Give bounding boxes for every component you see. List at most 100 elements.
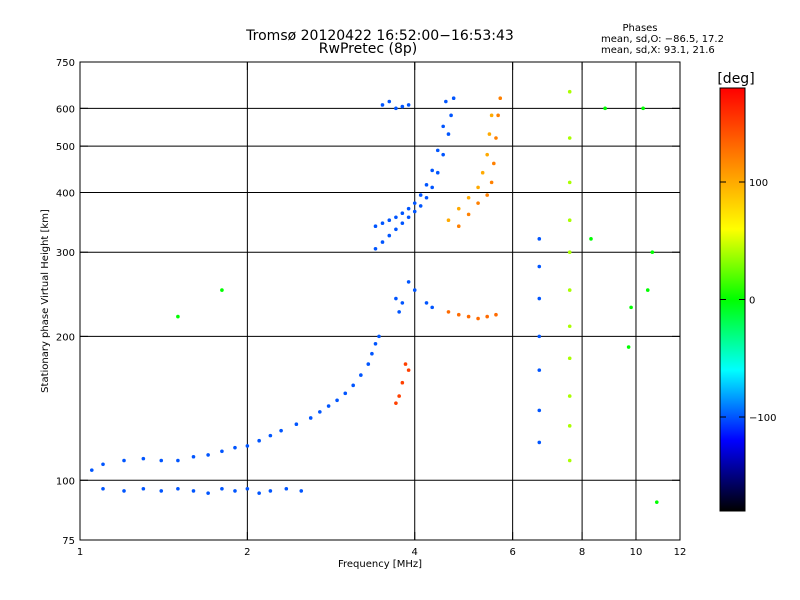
- data-point: [537, 368, 542, 372]
- data-point: [654, 500, 659, 504]
- data-point: [430, 305, 434, 310]
- data-point: [220, 288, 224, 292]
- data-point: [567, 89, 572, 94]
- data-point: [406, 103, 411, 107]
- data-points: [89, 89, 659, 504]
- data-point: [641, 106, 645, 111]
- data-point: [435, 170, 440, 175]
- data-point: [589, 237, 593, 241]
- y-tick-label: 500: [56, 142, 75, 153]
- y-axis-ticks: 75 100 200 300 400 500 600 750: [56, 58, 680, 547]
- data-point: [567, 250, 572, 255]
- data-point: [400, 301, 405, 305]
- data-point: [418, 204, 423, 208]
- y-tick-label: 300: [56, 248, 75, 259]
- data-point: [397, 310, 401, 314]
- data-point: [567, 136, 572, 140]
- data-point: [380, 103, 385, 107]
- data-point: [122, 458, 126, 463]
- data-point: [191, 454, 196, 459]
- data-point: [451, 96, 456, 100]
- colorbar-ticks: 100 0 −100: [720, 178, 776, 424]
- data-point: [485, 193, 489, 197]
- data-point: [233, 445, 237, 450]
- data-point: [245, 444, 250, 448]
- data-point: [424, 183, 429, 187]
- phase-stats-o: mean, sd,O: −86.5, 17.2: [601, 34, 724, 45]
- data-point: [141, 486, 146, 491]
- data-point: [380, 240, 385, 244]
- y-tick-label: 200: [56, 332, 75, 343]
- data-point: [449, 113, 453, 118]
- data-point: [567, 458, 572, 463]
- data-point: [279, 428, 283, 433]
- data-point: [394, 215, 398, 220]
- data-point: [406, 280, 411, 284]
- data-point: [567, 218, 572, 223]
- data-point: [418, 193, 423, 197]
- phase-stats-title: Phases: [622, 23, 657, 34]
- data-point: [380, 221, 385, 226]
- data-point: [122, 489, 126, 493]
- data-point: [466, 314, 471, 319]
- data-point: [430, 168, 434, 173]
- data-point: [394, 296, 398, 301]
- data-point: [308, 416, 313, 420]
- data-point: [412, 201, 417, 205]
- data-point: [498, 96, 503, 100]
- y-tick-label: 600: [56, 104, 75, 115]
- x-tick-label: 12: [674, 547, 687, 558]
- data-point: [373, 224, 378, 229]
- chart-title: Tromsø 20120422 16:52:00−16:53:43: [245, 28, 514, 44]
- x-tick-label: 10: [630, 547, 643, 558]
- data-point: [424, 301, 429, 305]
- data-point: [206, 453, 210, 457]
- data-point: [220, 486, 224, 491]
- data-point: [424, 195, 429, 200]
- y-tick-label: 400: [56, 188, 75, 199]
- data-point: [406, 206, 411, 211]
- data-point: [394, 401, 398, 405]
- data-point: [567, 180, 572, 185]
- data-point: [476, 316, 480, 321]
- data-point: [567, 424, 572, 428]
- data-point: [206, 491, 210, 495]
- data-point: [377, 334, 381, 339]
- data-point: [441, 152, 445, 157]
- data-point: [176, 458, 180, 463]
- data-point: [496, 113, 500, 118]
- phase-stats-x: mean, sd,X: 93.1, 21.6: [601, 45, 715, 56]
- data-point: [268, 433, 273, 438]
- data-point: [456, 312, 461, 317]
- data-point: [492, 161, 496, 166]
- data-point: [257, 438, 261, 443]
- data-point: [406, 215, 411, 220]
- colorbar-tick-label: 100: [749, 178, 768, 189]
- data-point: [400, 380, 405, 385]
- data-point: [326, 404, 331, 408]
- data-point: [284, 486, 289, 491]
- data-point: [537, 264, 542, 269]
- data-point: [446, 218, 451, 223]
- y-tick-label: 750: [56, 58, 75, 69]
- data-point: [626, 345, 631, 349]
- data-point: [441, 124, 445, 129]
- data-point: [476, 185, 480, 190]
- x-axis-label: Frequency [MHz]: [338, 559, 422, 570]
- y-tick-label: 100: [56, 476, 75, 487]
- data-point: [387, 233, 392, 238]
- data-point: [537, 440, 542, 445]
- data-point: [335, 398, 339, 403]
- data-point: [394, 227, 398, 232]
- data-point: [446, 132, 451, 136]
- colorbar-label: [deg]: [717, 71, 754, 87]
- data-point: [494, 136, 498, 140]
- x-tick-label: 2: [244, 547, 250, 558]
- data-point: [494, 312, 498, 317]
- data-point: [257, 491, 261, 495]
- data-point: [444, 99, 448, 104]
- x-tick-label: 4: [412, 547, 418, 558]
- data-point: [456, 224, 461, 229]
- data-point: [400, 104, 405, 109]
